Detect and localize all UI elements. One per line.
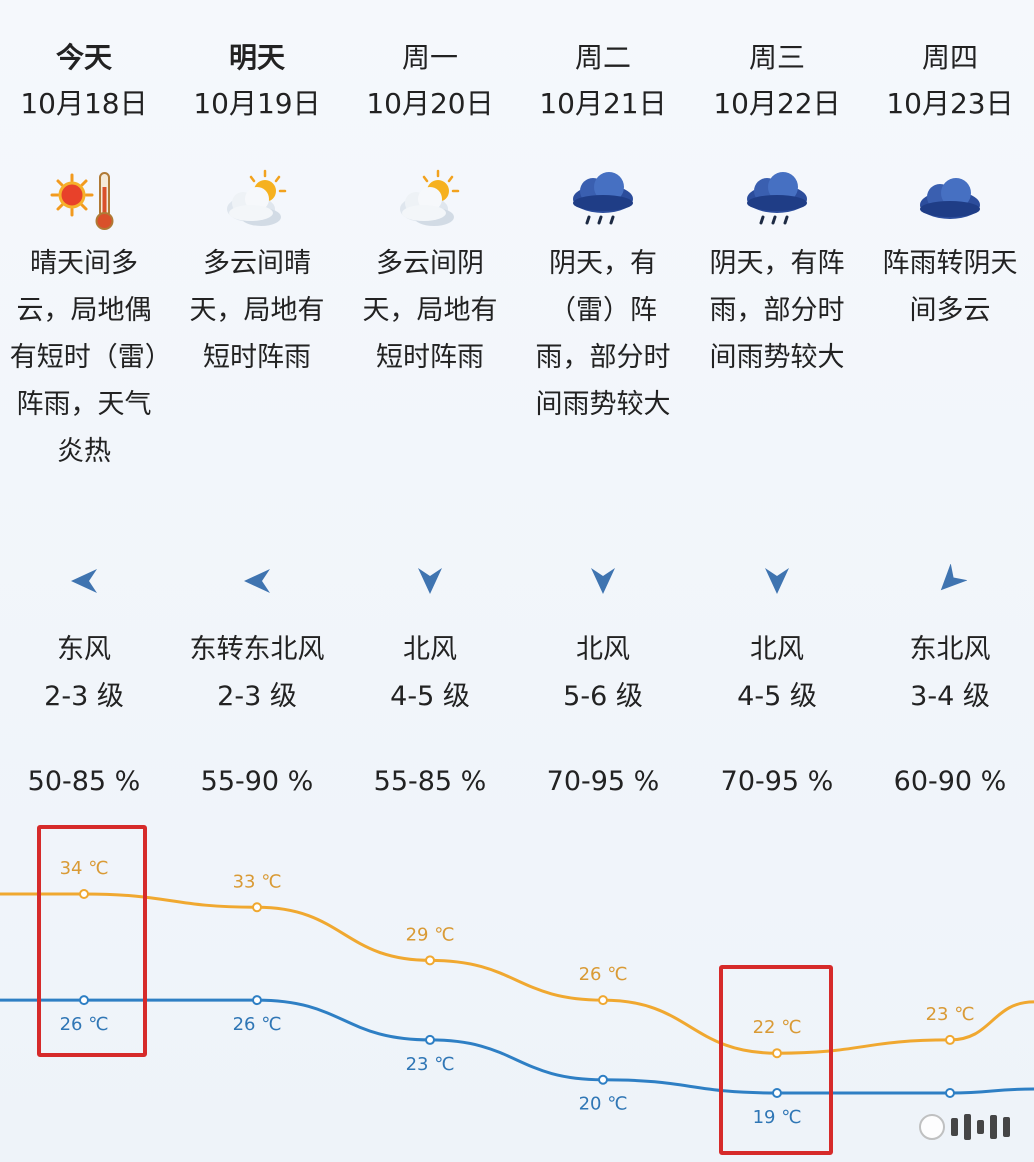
wind-direction: 北风 <box>403 634 457 665</box>
weather-description: 阴天，有阵雨，部分时间雨势较大 <box>709 248 845 373</box>
watermark-bar <box>990 1115 997 1139</box>
cloudy-icon <box>914 165 986 237</box>
wind-direction: 东转东北风 <box>189 634 325 665</box>
watermark-bar <box>951 1118 958 1136</box>
wind-level: 3-4 级 <box>910 681 990 712</box>
high-temp-point <box>252 902 262 913</box>
wind-level: 4-5 级 <box>737 681 817 712</box>
humidity: 55-90 % <box>200 766 314 797</box>
day-name: 周四 <box>921 41 978 74</box>
partly-cloudy-icon <box>221 165 293 237</box>
weather-description: 晴天间多云，局地偶有短时（雷）阵雨，天气炎热 <box>9 248 159 467</box>
high-temp-label: 23 ℃ <box>926 1004 975 1025</box>
wind-northeast-icon <box>933 563 968 598</box>
day-date: 10月23日 <box>886 87 1014 120</box>
low-temp-label: 26 ℃ <box>60 1014 109 1035</box>
day-column: 周二 10月21日 阴天，有（雷）阵雨，部分时间雨势较大北风 5-6 级 70-95 … <box>517 0 689 820</box>
temperature-chart: 34 ℃ 33 ℃ 29 ℃ 26 ℃ 22 ℃ 23 ℃ 26 ℃ 26 ℃ 23 ℃ 20 ℃… <box>0 858 1034 1128</box>
weather-description: 阵雨转阴天间多云 <box>882 248 1018 326</box>
day-column: 明天 10月19日 多云间晴天，局地有短时阵雨东转东北风 2-3 级 55-90 % <box>171 0 343 820</box>
day-name: 周一 <box>401 41 458 74</box>
day-column: 周一 10月20日 多云间阴天，局地有短时阵雨北风 4-5 级 55-85 % <box>344 0 516 820</box>
high-temp-label: 26 ℃ <box>579 964 628 985</box>
rain-cloud-icon <box>741 165 813 237</box>
day-column: 周三 10月22日 阴天，有阵雨，部分时间雨势较大北风 4-5 级 70-95 % <box>691 0 863 820</box>
humidity: 70-95 % <box>720 766 834 797</box>
sunny-hot-icon <box>48 165 120 237</box>
weather-description: 多云间阴天，局地有短时阵雨 <box>362 248 498 373</box>
day-name: 周二 <box>574 41 631 74</box>
wind-north-icon <box>413 564 447 598</box>
low-temp-point <box>772 1088 782 1098</box>
partly-cloudy-icon <box>394 165 466 237</box>
wind-north-icon <box>760 564 794 598</box>
low-temp-label: 20 ℃ <box>579 1094 628 1115</box>
wind-east-icon <box>67 564 101 598</box>
humidity: 70-95 % <box>546 766 660 797</box>
low-temp-point <box>252 995 262 1006</box>
wind-direction: 东北风 <box>909 634 991 665</box>
high-temp-point <box>598 995 608 1006</box>
highlight-box-wednesday <box>719 965 833 1155</box>
low-temp-point <box>425 1034 435 1045</box>
high-temp-point <box>945 1034 955 1045</box>
watermark-bar <box>1003 1117 1010 1137</box>
wind-direction: 北风 <box>576 634 630 665</box>
low-temp-line <box>0 998 1034 1095</box>
forecast-columns: 今天 10月18日 晴天间多云，局地偶有短时（雷）阵雨，天气炎热东风 2-3 级 50… <box>0 0 1034 820</box>
day-date: 10月21日 <box>539 87 667 120</box>
watermark-logo <box>919 1112 1010 1142</box>
day-date: 10月18日 <box>20 87 148 120</box>
day-name: 周三 <box>748 41 805 74</box>
wind-east-icon <box>240 564 274 598</box>
low-temp-point <box>598 1074 608 1085</box>
high-temp-point <box>425 955 435 966</box>
high-temp-label: 34 ℃ <box>60 858 109 879</box>
wind-direction: 北风 <box>750 634 804 665</box>
watermark-bar <box>977 1120 984 1134</box>
watermark-bar <box>964 1114 971 1140</box>
low-temp-point <box>79 995 89 1006</box>
high-temp-label: 33 ℃ <box>233 871 282 892</box>
wind-direction: 东风 <box>57 634 111 665</box>
low-temp-label: 23 ℃ <box>406 1054 455 1075</box>
low-temp-label: 26 ℃ <box>233 1014 282 1035</box>
highlight-box-today <box>37 825 147 1057</box>
wind-level: 2-3 级 <box>44 681 124 712</box>
high-temp-line <box>0 892 1034 1055</box>
wind-level: 4-5 级 <box>390 681 470 712</box>
day-name: 今天 <box>55 41 112 74</box>
humidity: 50-85 % <box>27 766 141 797</box>
weather-description: 多云间晴天，局地有短时阵雨 <box>189 248 325 373</box>
day-date: 10月22日 <box>713 87 841 120</box>
wind-level: 5-6 级 <box>563 681 643 712</box>
high-temp-label: 29 ℃ <box>406 924 455 945</box>
weather-description: 阴天，有（雷）阵雨，部分时间雨势较大 <box>535 248 671 420</box>
high-temp-label: 22 ℃ <box>753 1017 802 1038</box>
day-name: 明天 <box>228 41 285 74</box>
watermark-dot <box>919 1114 945 1140</box>
wind-north-icon <box>586 564 620 598</box>
low-temp-point <box>945 1088 955 1098</box>
low-temp-label: 19 ℃ <box>753 1107 802 1128</box>
humidity: 55-85 % <box>373 766 487 797</box>
rain-cloud-icon <box>567 165 639 237</box>
day-column: 今天 10月18日 晴天间多云，局地偶有短时（雷）阵雨，天气炎热东风 2-3 级 50… <box>0 0 170 820</box>
day-date: 10月19日 <box>193 87 321 120</box>
high-temp-point <box>772 1048 782 1059</box>
day-column: 周四 10月23日 阵雨转阴天间多云东北风 3-4 级 60-90 % <box>864 0 1034 820</box>
humidity: 60-90 % <box>893 766 1007 797</box>
day-date: 10月20日 <box>366 87 494 120</box>
high-temp-point <box>79 889 89 899</box>
wind-level: 2-3 级 <box>217 681 297 712</box>
